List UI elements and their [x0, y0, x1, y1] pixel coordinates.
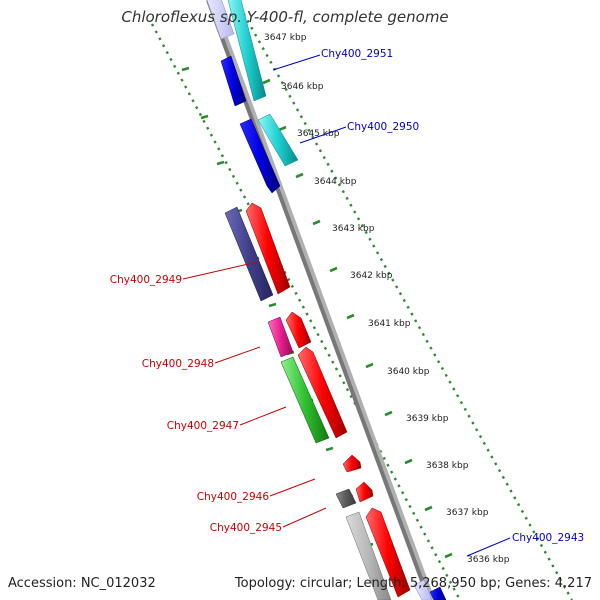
tick-label: 3636 kbp — [467, 555, 510, 565]
gene-red-2946 — [355, 481, 374, 503]
gene-label-chy400-2943: Chy400_2943 — [512, 532, 584, 544]
gene-blue-mid — [239, 118, 281, 194]
scale-tick-labels: 3647 kbp 3646 kbp 3645 kbp 3644 kbp 3643… — [264, 33, 510, 565]
tick-label: 3638 kbp — [426, 461, 469, 471]
gene-label-chy400-2951: Chy400_2951 — [321, 48, 393, 60]
gene-features — [206, 0, 447, 600]
tick-label: 3644 kbp — [314, 177, 357, 187]
tick-label: 3637 kbp — [446, 508, 489, 518]
tick-label: 3647 kbp — [264, 33, 307, 43]
gene-red-2945 — [365, 507, 411, 598]
gene-blue-bottom — [429, 586, 447, 600]
inner-dotted-track — [150, 23, 462, 600]
gene-pink-2948 — [267, 316, 294, 358]
label-leader-lines — [182, 54, 511, 557]
accession-text: Accession: NC_012032 — [8, 576, 156, 591]
gene-label-chy400-2947: Chy400_2947 — [167, 420, 239, 432]
gene-label-chy400-2950: Chy400_2950 — [347, 121, 419, 133]
tick-label: 3639 kbp — [406, 414, 449, 424]
gene-green-2947 — [280, 356, 330, 444]
gene-red-2949 — [245, 202, 291, 295]
gene-cyan-mid — [257, 113, 299, 167]
gene-label-chy400-2946: Chy400_2946 — [197, 491, 270, 503]
gene-cyan-top — [227, 0, 267, 102]
gene-lavender-bottom — [413, 579, 433, 600]
backbone-shadow — [208, 0, 435, 600]
gene-gray-2945 — [345, 511, 392, 600]
gene-lavender-partial — [206, 0, 235, 40]
tick-label: 3642 kbp — [350, 271, 393, 281]
scale-dotted-track — [234, 0, 574, 600]
scale-tick-marks — [242, 33, 453, 559]
gene-red-small — [342, 454, 362, 473]
tick-label: 3641 kbp — [368, 319, 411, 329]
gene-label-chy400-2945: Chy400_2945 — [210, 522, 282, 534]
gene-red-2947 — [297, 346, 348, 439]
tick-label: 3640 kbp — [387, 367, 430, 377]
tick-label: 3645 kbp — [297, 129, 340, 139]
topology-text: Topology: circular; Length: 5,268,950 bp… — [234, 576, 592, 591]
gene-label-chy400-2948: Chy400_2948 — [142, 358, 214, 370]
gene-darkgray-2946 — [335, 488, 357, 509]
map-title: Chloroflexus sp. Y-400-fl, complete geno… — [121, 8, 448, 26]
gene-red-2948 — [285, 311, 312, 349]
gene-labels: Chy400_2951 Chy400_2950 Chy400_2949 Chy4… — [110, 48, 584, 544]
gene-navy-2949 — [224, 206, 274, 302]
gene-blue-top — [220, 55, 247, 107]
tick-label: 3643 kbp — [332, 224, 375, 234]
gene-label-chy400-2949: Chy400_2949 — [110, 274, 182, 286]
tick-label: 3646 kbp — [281, 82, 324, 92]
